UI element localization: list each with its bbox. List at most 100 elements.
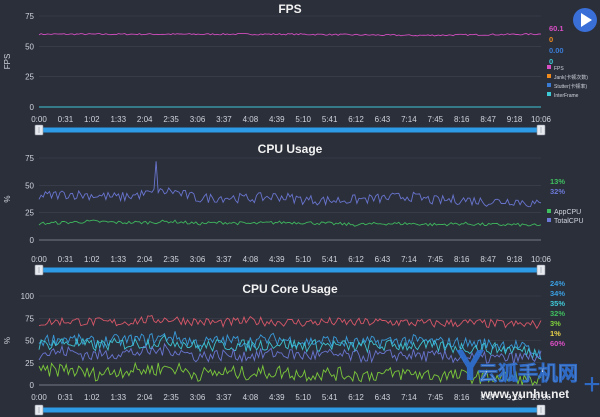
cpu-ytick: 75	[25, 154, 34, 163]
cpu-xtick: 2:35	[163, 255, 179, 264]
core-current-value: 24%	[550, 279, 565, 288]
core-xtick: 0:31	[58, 393, 74, 402]
cpu-series-line-0	[38, 219, 542, 228]
cpu-xtick: 3:06	[190, 255, 206, 264]
cpu-legend-label: TotalCPU	[554, 218, 584, 225]
core-current-value: 60%	[550, 339, 565, 348]
core-xtick: 8:47	[480, 393, 496, 402]
cpu-chart: CPU Usage% 75 50 25 0 0:00 0:31 1:02 1:33 2:04 2:3…	[3, 142, 584, 276]
cpu-legend-swatch	[547, 209, 551, 213]
fps-current-value: 0.00	[549, 46, 564, 55]
cpu-xtick: 5:10	[295, 255, 311, 264]
cpu-xtick: 8:16	[454, 255, 470, 264]
fps-ylabel: FPS	[3, 54, 12, 70]
core-current-value: 35%	[550, 299, 565, 308]
fps-legend-swatch	[547, 92, 551, 96]
fps-legend-label: Stutter(卡顿率)	[554, 83, 587, 90]
fps-current-value: 60.1	[549, 24, 564, 33]
charts-layer: FPS FPS 75 50 25 0 0:00 0:31 1:02 1:33 2:04 2:35 3:0…	[3, 2, 588, 416]
core-xtick: 7:45	[428, 393, 444, 402]
play-button[interactable]	[573, 8, 597, 32]
core-xtick: 1:02	[84, 393, 100, 402]
cpu-legend-label: AppCPU	[554, 209, 581, 216]
fps-xtick: 0:31	[58, 115, 74, 124]
cpu-xtick: 7:45	[428, 255, 444, 264]
core-xtick: 0:00	[31, 393, 47, 402]
fps-series-line-0	[38, 32, 542, 37]
cpu-xtick: 8:47	[480, 255, 496, 264]
core-range-slider[interactable]	[34, 404, 546, 416]
core-xtick: 9:18	[507, 393, 523, 402]
core-xtick: 2:04	[137, 393, 153, 402]
fps-xtick: 3:06	[190, 115, 206, 124]
cpu-current-value: 32%	[550, 187, 565, 196]
core-xtick: 6:43	[375, 393, 391, 402]
core-ytick: 0	[30, 381, 35, 390]
core-xtick: 7:14	[401, 393, 417, 402]
fps-legend-swatch	[547, 83, 551, 87]
core-xtick: 4:39	[269, 393, 285, 402]
cpu-title: CPU Usage	[258, 142, 323, 156]
core-xtick: 6:12	[348, 393, 364, 402]
cpu-range-slider[interactable]	[34, 264, 546, 276]
core-ylabel: %	[3, 337, 12, 344]
core-xtick: 2:35	[163, 393, 179, 402]
fps-current-value: 0	[549, 57, 553, 66]
fps-ytick: 75	[25, 12, 34, 21]
cpu-current-value: 13%	[550, 177, 565, 186]
cpu-series-line-1	[38, 161, 542, 208]
fps-xtick: 4:08	[243, 115, 259, 124]
core-xtick: 5:10	[295, 393, 311, 402]
cpu-range-track[interactable]	[39, 267, 541, 273]
cpu-xtick: 3:37	[216, 255, 232, 264]
core-xtick: 1:33	[110, 393, 126, 402]
core-xtick: 8:16	[454, 393, 470, 402]
cpu-legend-swatch	[547, 218, 551, 222]
cpu-xtick: 6:12	[348, 255, 364, 264]
core-series-line-2	[38, 334, 542, 360]
cpu-xtick: 5:41	[322, 255, 338, 264]
fps-title: FPS	[278, 2, 301, 16]
cpu-xtick: 0:00	[31, 255, 47, 264]
cpu-xtick: 2:04	[137, 255, 153, 264]
core-xtick: 3:06	[190, 393, 206, 402]
cpu-xtick: 4:08	[243, 255, 259, 264]
cpu-ytick: 0	[30, 236, 35, 245]
play-icon	[581, 13, 592, 27]
fps-ytick: 25	[25, 73, 34, 82]
core-chart: CPU Core Usage% 100 75 50 25 0 0:00 0:31 1:02 1:3…	[3, 279, 565, 416]
fps-xtick: 8:47	[480, 115, 496, 124]
core-series-line-1	[38, 331, 542, 361]
fps-xtick: 1:02	[84, 115, 100, 124]
cpu-xtick: 1:02	[84, 255, 100, 264]
core-range-track[interactable]	[39, 407, 541, 413]
cpu-xtick: 1:33	[110, 255, 126, 264]
fps-current-value: 0	[549, 35, 553, 44]
fps-xtick: 3:37	[216, 115, 232, 124]
cpu-ytick: 50	[25, 181, 34, 190]
core-current-value: 32%	[550, 309, 565, 318]
fps-legend-label: InterFrame	[554, 93, 579, 99]
cpu-xtick: 10:06	[531, 255, 552, 264]
cpu-ytick: 25	[25, 209, 34, 218]
fps-xtick: 6:43	[375, 115, 391, 124]
core-series-line-4	[38, 361, 542, 387]
fps-xtick: 10:06	[531, 115, 552, 124]
fps-range-track[interactable]	[39, 127, 541, 133]
core-series-line-0	[38, 314, 542, 330]
cpu-xtick: 9:18	[507, 255, 523, 264]
core-xtick: 5:41	[322, 393, 338, 402]
core-ytick: 75	[25, 314, 34, 323]
core-xtick: 4:08	[243, 393, 259, 402]
core-ytick: 25	[25, 359, 34, 368]
fps-xtick: 7:14	[401, 115, 417, 124]
fps-range-slider[interactable]	[34, 124, 546, 136]
cpu-xtick: 4:39	[269, 255, 285, 264]
cpu-xtick: 7:14	[401, 255, 417, 264]
watermark-plus-icon: +	[583, 368, 600, 401]
fps-xtick: 8:16	[454, 115, 470, 124]
core-current-value: 34%	[550, 289, 565, 298]
fps-xtick: 5:10	[295, 115, 311, 124]
fps-xtick: 7:45	[428, 115, 444, 124]
fps-xtick: 1:33	[110, 115, 126, 124]
